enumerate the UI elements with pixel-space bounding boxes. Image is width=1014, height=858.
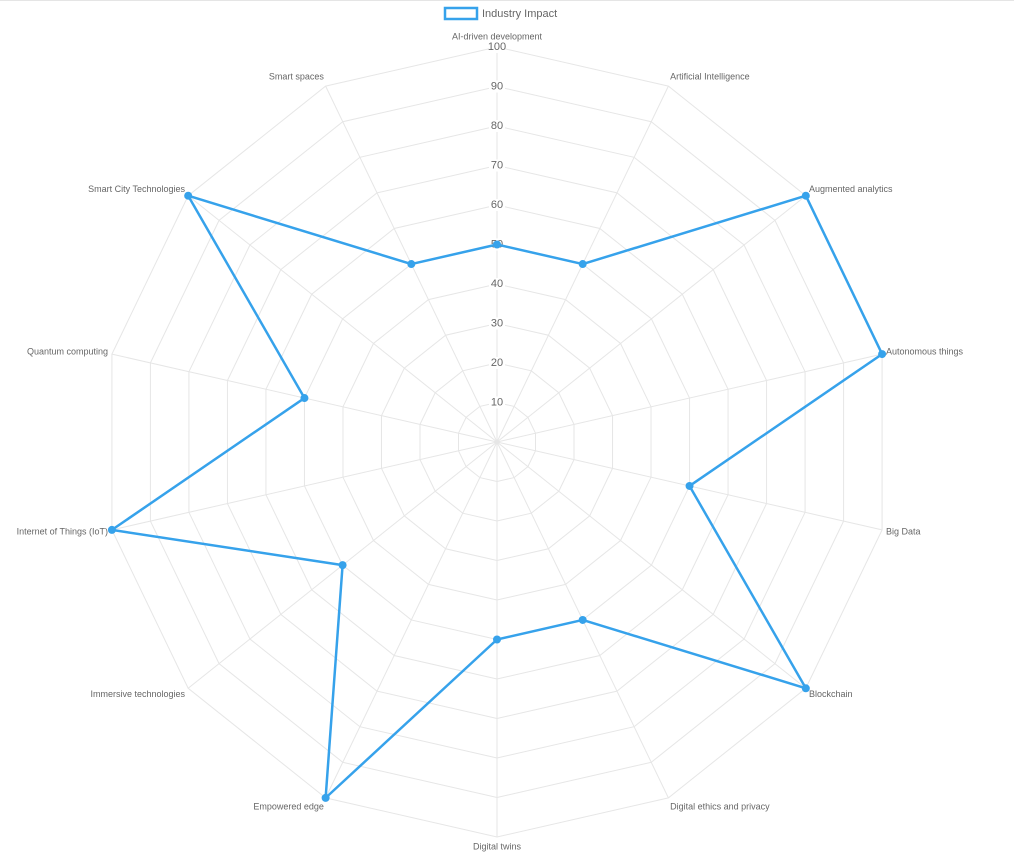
grid-line bbox=[149, 85, 845, 799]
point-label: Digital ethics and privacy bbox=[670, 801, 770, 811]
tick-backdrop bbox=[489, 278, 505, 290]
point-label: Digital twins bbox=[473, 841, 522, 851]
grid-line bbox=[226, 164, 768, 720]
tick-backdrop bbox=[489, 199, 505, 211]
data-point bbox=[801, 191, 810, 200]
data-point bbox=[493, 635, 501, 644]
grid-line bbox=[265, 204, 729, 680]
data-point bbox=[878, 350, 887, 359]
grid-line bbox=[457, 401, 537, 483]
tick-label: 10 bbox=[491, 396, 503, 408]
data-point bbox=[184, 191, 193, 200]
tick-label: 30 bbox=[491, 317, 503, 329]
grid-line bbox=[419, 362, 575, 522]
data-point bbox=[801, 684, 810, 693]
point-label: Smart spaces bbox=[269, 71, 325, 81]
data-point bbox=[107, 525, 116, 534]
point-label: Immersive technologies bbox=[91, 689, 186, 699]
tick-backdrop bbox=[489, 80, 505, 93]
point-label: Quantum computing bbox=[27, 346, 108, 356]
legend-swatch bbox=[443, 6, 479, 21]
tick-label: 100 bbox=[488, 41, 506, 53]
point-label: Empowered edge bbox=[253, 801, 324, 811]
grid-line bbox=[380, 322, 614, 562]
data-point bbox=[407, 260, 416, 269]
point-label: Internet of Things (IoT) bbox=[17, 526, 108, 536]
data-point bbox=[321, 793, 330, 802]
tick-backdrop bbox=[489, 396, 505, 409]
point-label: AI-driven development bbox=[452, 31, 543, 41]
point-label: Autonomous things bbox=[886, 346, 964, 356]
tick-backdrop bbox=[489, 357, 505, 369]
point-label: Blockchain bbox=[809, 689, 853, 699]
grid-line bbox=[188, 125, 806, 759]
tick-label: 20 bbox=[491, 357, 503, 369]
tick-backdrop bbox=[489, 317, 505, 330]
tick-label: 40 bbox=[491, 278, 503, 290]
tick-label: 60 bbox=[491, 199, 503, 211]
point-label: Augmented analytics bbox=[809, 184, 893, 194]
tick-backdrop bbox=[489, 41, 505, 53]
tick-backdrop bbox=[489, 120, 505, 132]
tick-backdrop bbox=[489, 159, 505, 172]
data-point bbox=[578, 615, 587, 624]
point-label: Artificial Intelligence bbox=[670, 71, 750, 81]
tick-label: 90 bbox=[491, 80, 503, 92]
point-label: Smart City Technologies bbox=[88, 184, 185, 194]
legend-label: Industry Impact bbox=[482, 8, 557, 20]
data-point bbox=[338, 561, 347, 570]
data-point bbox=[685, 481, 694, 490]
point-label: Big Data bbox=[886, 526, 921, 536]
data-point bbox=[300, 394, 309, 403]
grid-line bbox=[342, 283, 652, 601]
data-point bbox=[493, 240, 501, 249]
data-point bbox=[578, 260, 587, 269]
tick-label: 70 bbox=[491, 159, 503, 171]
tick-label: 80 bbox=[491, 120, 503, 132]
